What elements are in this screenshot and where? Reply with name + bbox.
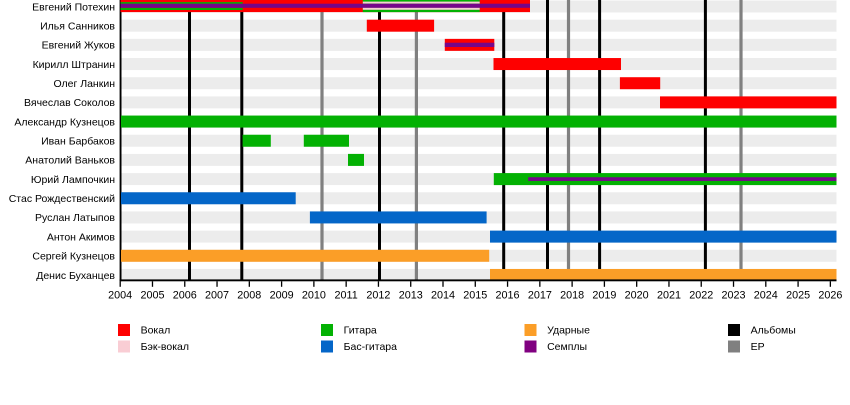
svg-text:Евгений Потехин: Евгений Потехин: [32, 1, 115, 13]
svg-text:Стас Рождественский: Стас Рождественский: [9, 193, 115, 205]
svg-text:Альбомы: Альбомы: [751, 325, 796, 337]
svg-text:Анатолий Ваньков: Анатолий Ваньков: [25, 155, 115, 167]
svg-text:Илья Санников: Илья Санников: [40, 20, 115, 32]
svg-text:2010: 2010: [302, 289, 326, 301]
svg-text:2020: 2020: [625, 289, 649, 301]
svg-text:2017: 2017: [528, 289, 552, 301]
svg-text:2023: 2023: [722, 289, 746, 301]
svg-text:EP: EP: [751, 341, 765, 353]
svg-text:2019: 2019: [592, 289, 616, 301]
svg-text:Иван Барбаков: Иван Барбаков: [41, 136, 115, 148]
svg-text:2016: 2016: [496, 289, 520, 301]
svg-text:2011: 2011: [335, 289, 358, 301]
svg-text:Бэк-вокал: Бэк-вокал: [141, 341, 189, 353]
svg-text:2014: 2014: [431, 289, 455, 301]
svg-text:Сергей Кузнецов: Сергей Кузнецов: [32, 251, 115, 263]
svg-text:2021: 2021: [657, 289, 681, 301]
svg-text:Семплы: Семплы: [547, 341, 587, 353]
svg-text:2006: 2006: [173, 289, 197, 301]
svg-text:Гитара: Гитара: [344, 325, 377, 337]
svg-text:2013: 2013: [399, 289, 423, 301]
svg-text:Бас-гитара: Бас-гитара: [344, 341, 398, 353]
svg-text:Денис Буханцев: Денис Буханцев: [36, 270, 115, 282]
svg-text:2025: 2025: [786, 289, 810, 301]
svg-text:Евгений Жуков: Евгений Жуков: [42, 40, 116, 52]
svg-text:2026: 2026: [818, 289, 842, 301]
svg-text:Ударные: Ударные: [547, 325, 590, 337]
svg-text:2008: 2008: [237, 289, 261, 301]
svg-text:2005: 2005: [140, 289, 164, 301]
svg-text:2009: 2009: [270, 289, 294, 301]
svg-text:Вокал: Вокал: [141, 325, 171, 337]
svg-text:Вячеслав Соколов: Вячеслав Соколов: [24, 97, 115, 109]
svg-text:2004: 2004: [108, 289, 132, 301]
svg-text:Антон Акимов: Антон Акимов: [47, 231, 116, 243]
svg-text:2022: 2022: [689, 289, 713, 301]
svg-text:2012: 2012: [366, 289, 390, 301]
svg-text:Олег Ланкин: Олег Ланкин: [53, 78, 115, 90]
svg-text:Юрий Лампочкин: Юрий Лампочкин: [31, 174, 115, 186]
svg-text:2018: 2018: [560, 289, 584, 301]
svg-text:2007: 2007: [205, 289, 229, 301]
svg-text:Руслан Латыпов: Руслан Латыпов: [35, 212, 115, 224]
svg-text:2015: 2015: [463, 289, 487, 301]
svg-text:Александр Кузнецов: Александр Кузнецов: [14, 116, 115, 128]
svg-text:Кирилл Штранин: Кирилл Штранин: [33, 59, 116, 71]
svg-text:2024: 2024: [754, 289, 778, 301]
